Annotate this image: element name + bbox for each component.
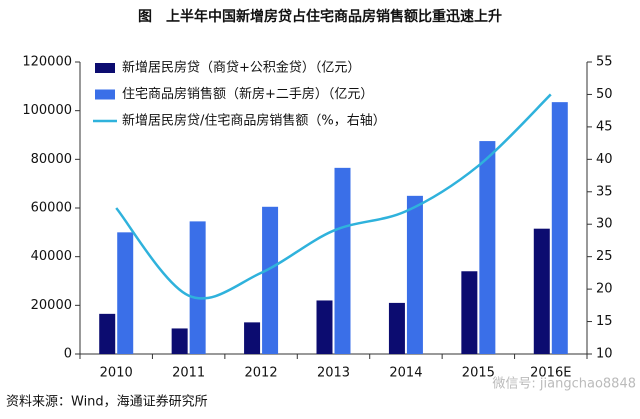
- legend-label: 住宅商品房销售额（新房+二手房）（亿元）: [122, 86, 373, 102]
- y2-tick-label: 50: [596, 87, 613, 102]
- bar: [171, 328, 188, 354]
- legend-label: 新增居民房贷/住宅商品房销售额（%，右轴）: [122, 113, 386, 129]
- y-tick-label: 100000: [22, 103, 72, 118]
- y2-tick-label: 40: [596, 152, 613, 167]
- x-tick-label: 2014: [389, 366, 422, 381]
- bar: [388, 302, 405, 354]
- bar: [316, 300, 333, 354]
- chart-title: 图 上半年中国新增房贷占住宅商品房销售额比重迅速上升: [138, 8, 502, 25]
- legend-label: 新增居民房贷（商贷+公积金贷）（亿元）: [122, 60, 360, 76]
- y-tick-label: 20000: [31, 298, 72, 313]
- y2-tick-label: 55: [596, 55, 613, 70]
- line: [115, 93, 552, 300]
- y-tick-label: 40000: [31, 249, 72, 264]
- x-tick-label: 2013: [317, 366, 350, 381]
- legend-swatch: [95, 89, 115, 100]
- y-tick-label: 120000: [22, 55, 72, 70]
- y-tick-label: 60000: [31, 201, 72, 216]
- y2-tick-label: 20: [596, 282, 613, 297]
- y2-tick-label: 30: [596, 217, 613, 232]
- y2-tick-label: 35: [596, 184, 613, 199]
- y-tick-label: 80000: [31, 152, 72, 167]
- bar: [406, 195, 423, 354]
- bar: [334, 167, 351, 354]
- bar: [99, 313, 116, 354]
- x-tick-label: 2015: [462, 366, 495, 381]
- bar: [117, 232, 134, 354]
- bar: [262, 206, 279, 354]
- bar: [551, 102, 568, 355]
- bar: [533, 228, 550, 354]
- bar: [244, 322, 261, 354]
- legend-swatch: [95, 63, 115, 73]
- y2-tick-label: 15: [596, 314, 613, 329]
- source-note: 资料来源：Wind，海通证券研究所: [6, 394, 208, 410]
- y2-tick-label: 25: [596, 249, 613, 264]
- y2-tick-label: 45: [596, 119, 613, 134]
- x-tick-label: 2012: [245, 366, 278, 381]
- y2-tick-label: 10: [596, 347, 613, 362]
- x-tick-label: 2010: [100, 366, 133, 381]
- bar: [479, 141, 496, 354]
- bar: [189, 221, 206, 354]
- x-tick-label: 2011: [172, 366, 205, 381]
- x-tick-label: 2016E: [530, 366, 571, 381]
- watermark: 微信号: jiangchao8848: [492, 377, 636, 392]
- y-tick-label: 0: [64, 347, 72, 362]
- bar: [461, 271, 478, 354]
